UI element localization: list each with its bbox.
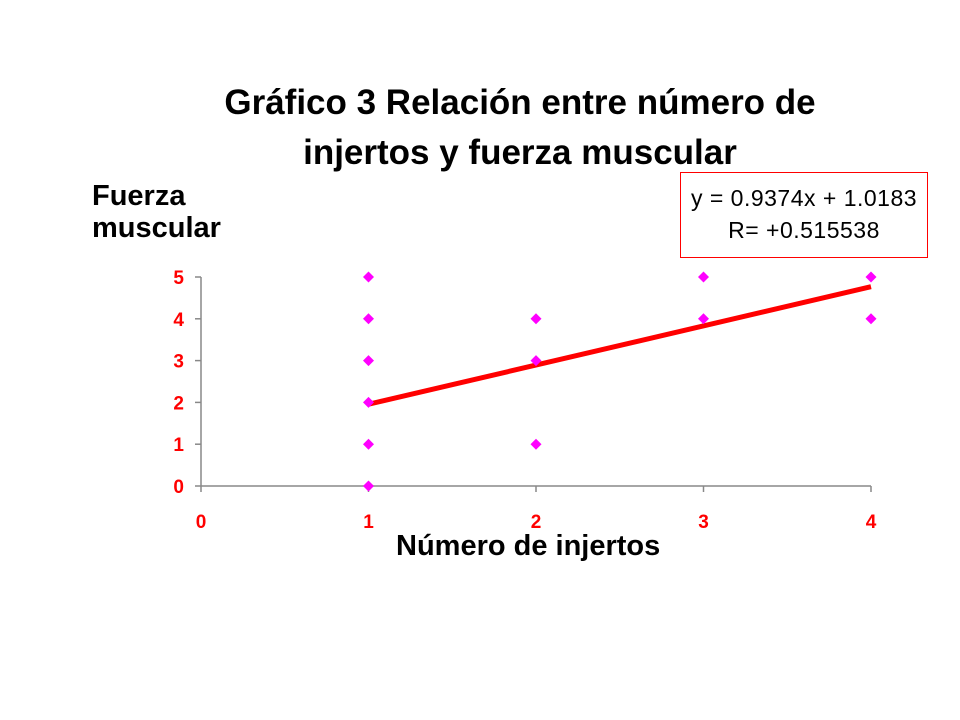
y-tick-label: 0 bbox=[173, 477, 184, 498]
data-point bbox=[363, 313, 374, 325]
y-tick-label: 2 bbox=[173, 393, 184, 414]
ticks: 0 1 2 3 4 5 0 1 2 3 4 bbox=[173, 268, 876, 533]
data-point bbox=[363, 271, 374, 283]
y-tick-label: 3 bbox=[173, 352, 184, 373]
data-point bbox=[363, 396, 374, 408]
data-point bbox=[698, 271, 709, 283]
y-tick-label: 4 bbox=[173, 310, 184, 331]
chart-title: Gráfico 3 Relación entre número de injer… bbox=[130, 78, 910, 178]
data-point bbox=[363, 480, 374, 492]
data-point bbox=[530, 313, 542, 325]
regression-annotation-box: y = 0.9374x + 1.0183 R= +0.515538 bbox=[680, 172, 928, 258]
trendline-group bbox=[367, 284, 872, 407]
trendline bbox=[367, 284, 872, 407]
points-group bbox=[363, 271, 877, 492]
data-point bbox=[530, 438, 542, 450]
data-point bbox=[363, 438, 374, 450]
x-tick-label: 2 bbox=[531, 512, 542, 533]
x-tick-label: 3 bbox=[698, 512, 709, 533]
data-point bbox=[363, 355, 374, 367]
data-point bbox=[530, 355, 542, 367]
chart-title-line-2: injertos y fuerza muscular bbox=[303, 133, 737, 172]
x-tick-label: 0 bbox=[196, 512, 207, 533]
x-axis-label: Número de injertos bbox=[396, 530, 661, 562]
y-axis-label: Fuerza muscular bbox=[92, 180, 221, 244]
regression-equation: y = 0.9374x + 1.0183 bbox=[690, 185, 918, 211]
y-axis-label-line-1: Fuerza bbox=[92, 180, 186, 212]
chart-title-line-1: Gráfico 3 Relación entre número de bbox=[224, 83, 816, 122]
y-tick-label: 5 bbox=[173, 268, 184, 289]
data-point bbox=[698, 313, 709, 325]
data-point bbox=[865, 271, 877, 283]
y-axis-label-line-2: muscular bbox=[92, 212, 221, 244]
correlation-value: R= +0.515538 bbox=[728, 217, 880, 243]
y-tick-label: 1 bbox=[173, 435, 184, 456]
x-tick-label: 1 bbox=[363, 512, 374, 533]
x-tick-label: 4 bbox=[866, 512, 877, 533]
data-point bbox=[865, 313, 877, 325]
